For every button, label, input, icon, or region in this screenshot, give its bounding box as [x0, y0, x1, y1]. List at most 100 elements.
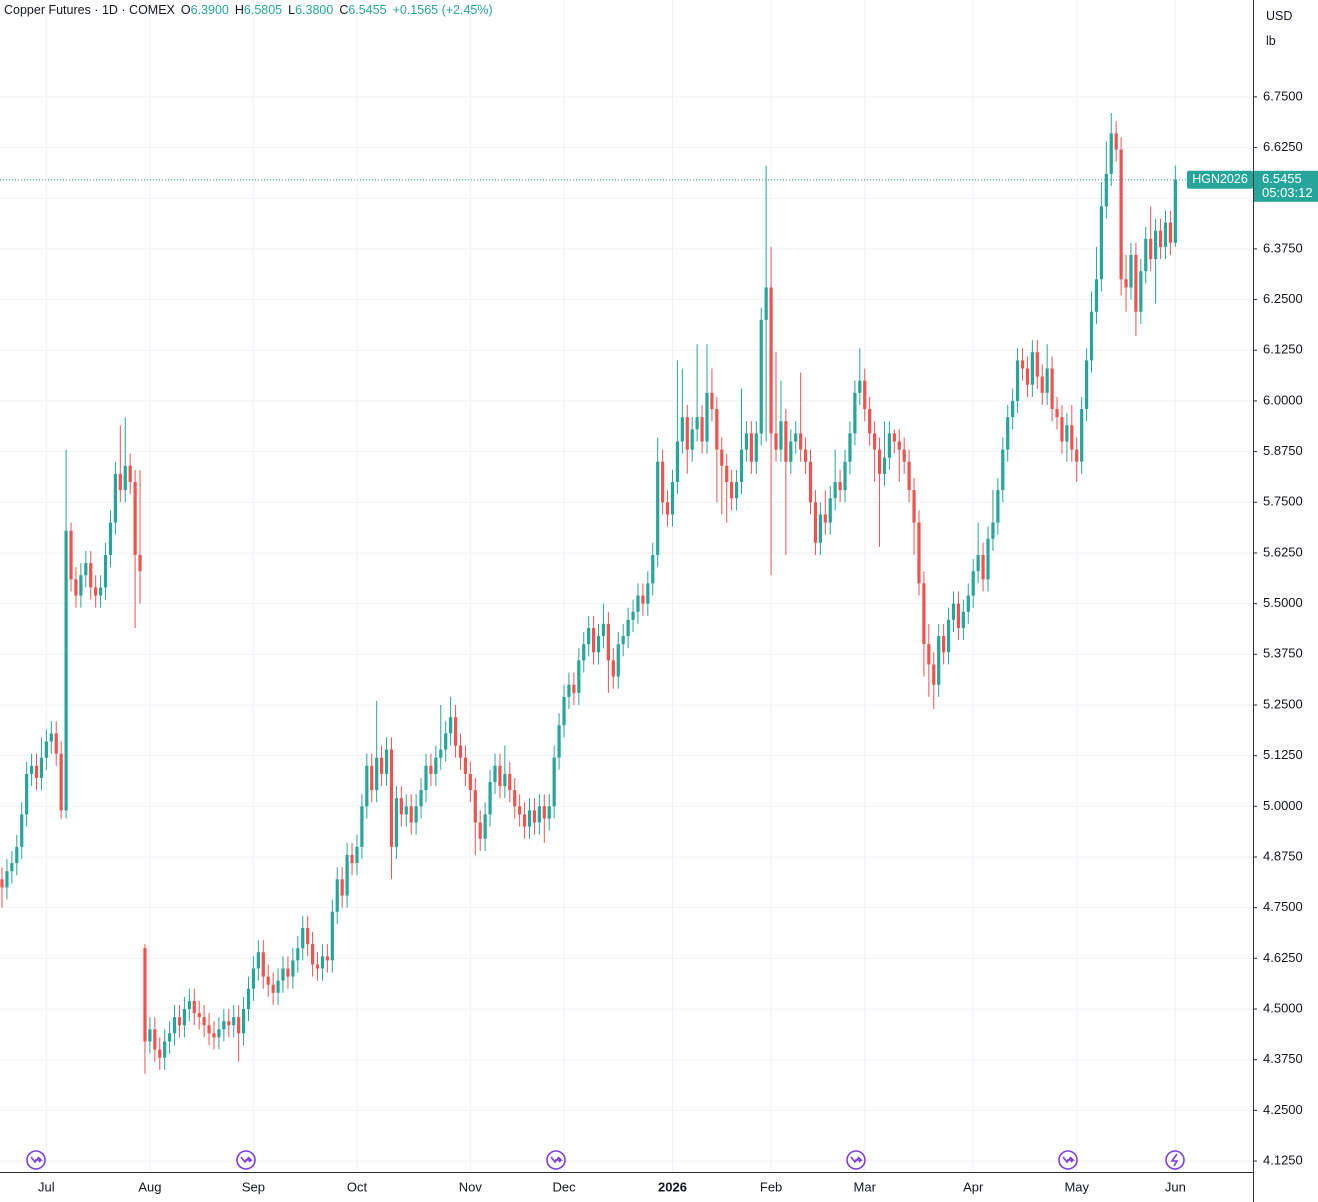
candle-body: [587, 627, 591, 645]
candle-body: [715, 409, 719, 450]
candle-body: [1099, 206, 1103, 280]
y-tick-label: 5.5000: [1263, 595, 1303, 610]
x-tick-label: Feb: [760, 1179, 782, 1194]
candle-body: [345, 854, 349, 896]
candle-body: [1173, 179, 1177, 243]
y-tick-label: 5.8750: [1263, 443, 1303, 458]
candle-body: [966, 595, 970, 612]
candle-body: [720, 449, 724, 466]
candle-body: [784, 421, 788, 462]
candle-body: [769, 287, 773, 434]
event-icon[interactable]: [236, 1150, 256, 1170]
candle-body: [542, 806, 546, 819]
event-icon[interactable]: [1058, 1150, 1078, 1170]
candle-body: [532, 810, 537, 823]
candle-body: [636, 595, 640, 612]
ohlc-value: 6.5805: [243, 3, 283, 17]
candle-body: [1060, 417, 1064, 442]
symbol-title: Copper Futures · 1D · COMEX: [4, 3, 175, 17]
candle-body: [700, 417, 704, 442]
event-icon[interactable]: [846, 1150, 866, 1170]
x-tick-label: Oct: [347, 1179, 368, 1194]
x-tick-label: Jul: [38, 1179, 55, 1194]
x-tick-label: Dec: [552, 1179, 576, 1194]
candle-body: [1040, 376, 1044, 393]
candle-body: [25, 773, 29, 815]
candle-body: [601, 623, 606, 637]
candle-body: [232, 1017, 236, 1026]
candle-body: [69, 530, 73, 580]
candle-body: [656, 461, 660, 555]
candle-body: [1104, 173, 1108, 207]
candle-body: [1154, 230, 1158, 260]
price-tag-bg: [1254, 170, 1318, 202]
candle-body: [1055, 409, 1059, 418]
candle-body: [330, 911, 334, 961]
candle-body: [739, 449, 744, 483]
candle-body: [498, 765, 502, 787]
candle-body: [202, 1017, 206, 1026]
candle-body: [212, 1033, 216, 1038]
candle-body: [266, 976, 270, 985]
candle-body: [912, 490, 916, 523]
event-icon[interactable]: [26, 1150, 46, 1170]
x-tick-label: Jun: [1165, 1179, 1186, 1194]
candle-body: [463, 757, 468, 774]
candle-body: [1134, 254, 1138, 312]
candle-body: [419, 790, 423, 807]
candle-body: [49, 733, 53, 742]
candle-body: [799, 433, 803, 450]
event-icon[interactable]: [1165, 1150, 1185, 1170]
candle-body: [744, 433, 749, 450]
candle-body: [606, 623, 610, 661]
candle-body: [123, 465, 127, 491]
candle-body: [335, 879, 339, 912]
candle-body: [429, 765, 433, 774]
candle-body: [138, 554, 142, 572]
candle-body: [148, 1029, 152, 1042]
currency[interactable]: USD: [1266, 9, 1293, 23]
candle-body: [84, 563, 88, 576]
event-icon[interactable]: [546, 1150, 566, 1170]
unit[interactable]: lb: [1266, 34, 1276, 48]
candle-body: [675, 441, 680, 483]
candle-body: [661, 461, 665, 503]
candle-body: [892, 433, 896, 442]
candle-body: [0, 879, 4, 888]
candle-body: [276, 980, 280, 993]
candle-body: [1075, 449, 1079, 462]
candle-body: [1109, 133, 1113, 174]
ohlc-label: C: [339, 3, 349, 17]
candle-body: [843, 461, 847, 491]
candle-body: [897, 441, 901, 450]
candle-body: [365, 765, 369, 807]
candle-body: [641, 595, 645, 604]
candle-body: [444, 733, 448, 750]
ohlc-value: 6.5455: [348, 3, 387, 17]
candle-body: [749, 433, 753, 462]
candle-body: [286, 968, 290, 977]
candle-body: [237, 1017, 241, 1034]
candle-body: [907, 461, 911, 491]
candle-body: [355, 846, 359, 864]
change: +0.1565 (+2.45%): [392, 3, 493, 17]
candle-body: [508, 773, 512, 791]
candle-body: [1119, 149, 1123, 280]
candle-body: [256, 952, 260, 969]
candle-body: [493, 765, 497, 783]
candle-body: [1139, 271, 1143, 312]
candle-body: [1011, 400, 1015, 418]
candle-body: [103, 554, 108, 588]
candle-body: [942, 636, 946, 653]
ohlc-label: O: [180, 3, 191, 17]
legend-header: Copper Futures · 1D · COMEX O6.3900 H6.580…: [4, 3, 499, 17]
candle-body: [685, 417, 689, 450]
candle-body: [1149, 238, 1153, 260]
candle-body: [118, 473, 122, 491]
candle-body: [94, 587, 98, 596]
candle-body: [404, 806, 408, 815]
candle-body: [596, 636, 601, 653]
x-tick-label: Aug: [138, 1179, 161, 1194]
